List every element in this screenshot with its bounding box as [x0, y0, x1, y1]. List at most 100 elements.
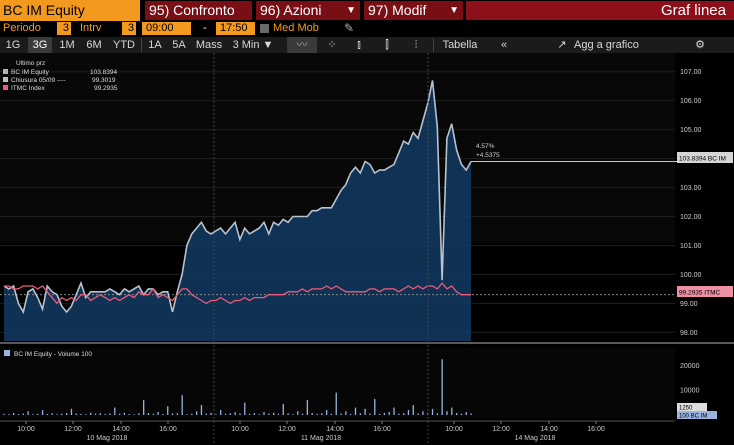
range-6m[interactable]: 6M — [86, 39, 102, 51]
volume-bar — [22, 413, 24, 415]
volume-bar — [224, 413, 227, 415]
volume-bar — [273, 412, 275, 415]
legend-value: 99.3019 — [92, 77, 116, 84]
compare-label: Confronto — [173, 2, 235, 18]
y-tick-label: 102.00 — [680, 214, 702, 221]
volume-bar — [75, 413, 77, 415]
y-tick-label: 107.00 — [680, 69, 702, 76]
date-label: 11 Mag 2018 — [301, 435, 341, 442]
volume-bars — [0, 348, 675, 418]
y-tick-label: 100.00 — [680, 272, 702, 279]
y-tick-label: 105.00 — [680, 127, 702, 134]
volume-background — [0, 348, 675, 418]
volume-bar — [94, 413, 97, 415]
volume-tick-label: 10000 — [680, 388, 700, 395]
add-chart-icon: ↗ — [557, 39, 567, 51]
med-mob-checkbox[interactable] — [260, 24, 269, 33]
range-5a[interactable]: 5A — [172, 39, 186, 51]
volume-bar — [297, 411, 299, 415]
volume-bar — [316, 414, 318, 415]
range-1g[interactable]: 1G — [5, 39, 21, 51]
legend-swatch — [3, 77, 8, 82]
legend-name: BC IM Equity — [11, 69, 50, 76]
x-tick-label: 14:00 — [112, 426, 130, 433]
bar-chart-icon[interactable]: ⫿ — [385, 39, 389, 51]
volume-bar — [181, 395, 183, 415]
x-tick-label: 12:00 — [492, 426, 510, 433]
legend-swatch — [4, 350, 10, 356]
volume-bar — [176, 413, 179, 415]
range-ytd[interactable]: YTD — [113, 39, 135, 51]
index-tag-text: 99.2935 ITMC — [679, 290, 720, 297]
actions-button[interactable]: 96) Azioni ▼ — [256, 1, 360, 20]
volume-bar — [133, 414, 135, 415]
volume-bar — [46, 414, 49, 415]
volume-bar — [37, 413, 39, 415]
volume-bar — [354, 407, 357, 415]
range-mass[interactable]: Mass — [195, 39, 223, 51]
start-time-input[interactable]: 09:00 — [142, 22, 191, 35]
time-dash: - — [203, 22, 207, 34]
interval-select[interactable]: 3 Min ▼ — [232, 39, 274, 51]
volume-bar — [441, 359, 443, 415]
volume-bar — [321, 413, 323, 415]
gear-icon[interactable]: ⚙ — [695, 39, 705, 51]
x-tick-label: 10:00 — [445, 426, 463, 433]
volume-bar — [138, 413, 140, 415]
volume-bar — [200, 405, 203, 415]
range-3g[interactable]: 3G — [28, 37, 52, 53]
chevron-down-icon: ▼ — [346, 5, 356, 16]
compare-button[interactable]: 95) Confronto — [145, 1, 252, 20]
range-1m[interactable]: 1M — [59, 39, 75, 51]
volume-bar — [244, 402, 246, 415]
volume-bar — [114, 407, 116, 415]
add-to-chart-button[interactable]: Agg a grafico — [574, 39, 639, 51]
volume-bar — [402, 413, 405, 415]
modify-button[interactable]: 97) Modif ▼ — [364, 1, 463, 20]
volume-bar — [162, 414, 164, 415]
line-chart-icon[interactable]: 〰 — [287, 37, 317, 53]
volume-bar — [70, 408, 73, 415]
volume-bar — [215, 414, 217, 415]
modify-num: 97) — [368, 2, 389, 18]
scatter-icon[interactable]: ⁘ — [327, 39, 337, 51]
volume-bar — [123, 412, 126, 415]
collapse-icon[interactable]: « — [500, 39, 508, 51]
pct-change: 4.57% — [476, 143, 495, 150]
volume-bar — [65, 413, 68, 415]
interval-select-value: 3 Min — [232, 39, 260, 51]
divider — [433, 38, 434, 52]
interval-input[interactable]: 3 — [122, 22, 136, 35]
volume-bar — [3, 413, 5, 415]
index-line — [4, 282, 471, 305]
period-input[interactable]: 3 — [57, 22, 71, 35]
volume-legend: BC IM Equity - Volume 100 — [14, 351, 92, 358]
modify-label: Modif — [392, 2, 427, 18]
ticker-field[interactable]: BC IM Equity — [0, 0, 140, 21]
view-title: Graf linea — [466, 1, 734, 20]
volume-bar — [248, 414, 251, 415]
volume-bar — [268, 413, 270, 415]
volume-bar — [378, 414, 381, 415]
range-1a[interactable]: 1A — [148, 39, 162, 51]
ticker-label: BC IM Equity — [3, 2, 85, 18]
volume-bar — [229, 413, 231, 415]
end-time-input[interactable]: 17:50 — [216, 22, 255, 35]
toolbar: 1G 3G 1M 6M YTD 1A 5A Mass 3 Min ▼ 〰 ⁘ ⫾… — [0, 37, 734, 53]
volume-bar — [431, 408, 434, 415]
ohlc-icon[interactable]: ⫶ — [414, 39, 418, 51]
volume-bar — [369, 413, 371, 415]
volume-bar — [27, 411, 29, 415]
table-button[interactable]: Tabella — [442, 39, 478, 51]
x-tick-label: 14:00 — [540, 426, 558, 433]
y-tick-label: 103.00 — [680, 185, 702, 192]
y-tick-label: 99.00 — [680, 301, 698, 308]
volume-bar — [220, 410, 222, 415]
volume-bar — [186, 414, 188, 415]
volume-bar — [51, 413, 53, 415]
pencil-icon[interactable]: ✎ — [344, 21, 355, 35]
x-tick-label: 12:00 — [278, 426, 296, 433]
volume-bar — [407, 410, 410, 415]
candle-icon[interactable]: ⫾ — [357, 39, 361, 51]
volume-tag-text: 100 BC IM — [679, 414, 707, 420]
